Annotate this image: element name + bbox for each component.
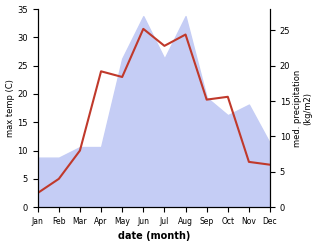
Y-axis label: max temp (C): max temp (C) [5, 79, 15, 137]
Y-axis label: med. precipitation
(kg/m2): med. precipitation (kg/m2) [293, 69, 313, 147]
X-axis label: date (month): date (month) [118, 231, 190, 242]
